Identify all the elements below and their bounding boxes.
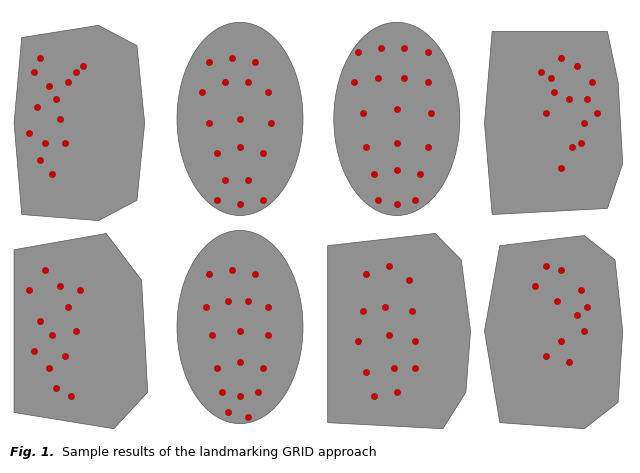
Polygon shape — [14, 234, 148, 429]
Text: Sample results of the landmarking GRID approach: Sample results of the landmarking GRID a… — [58, 446, 376, 459]
Ellipse shape — [177, 230, 303, 424]
Polygon shape — [14, 26, 145, 220]
Polygon shape — [484, 236, 623, 429]
Ellipse shape — [177, 22, 303, 216]
Polygon shape — [484, 31, 623, 214]
Polygon shape — [328, 234, 470, 429]
Text: Fig. 1.: Fig. 1. — [10, 446, 54, 459]
Ellipse shape — [334, 22, 460, 216]
